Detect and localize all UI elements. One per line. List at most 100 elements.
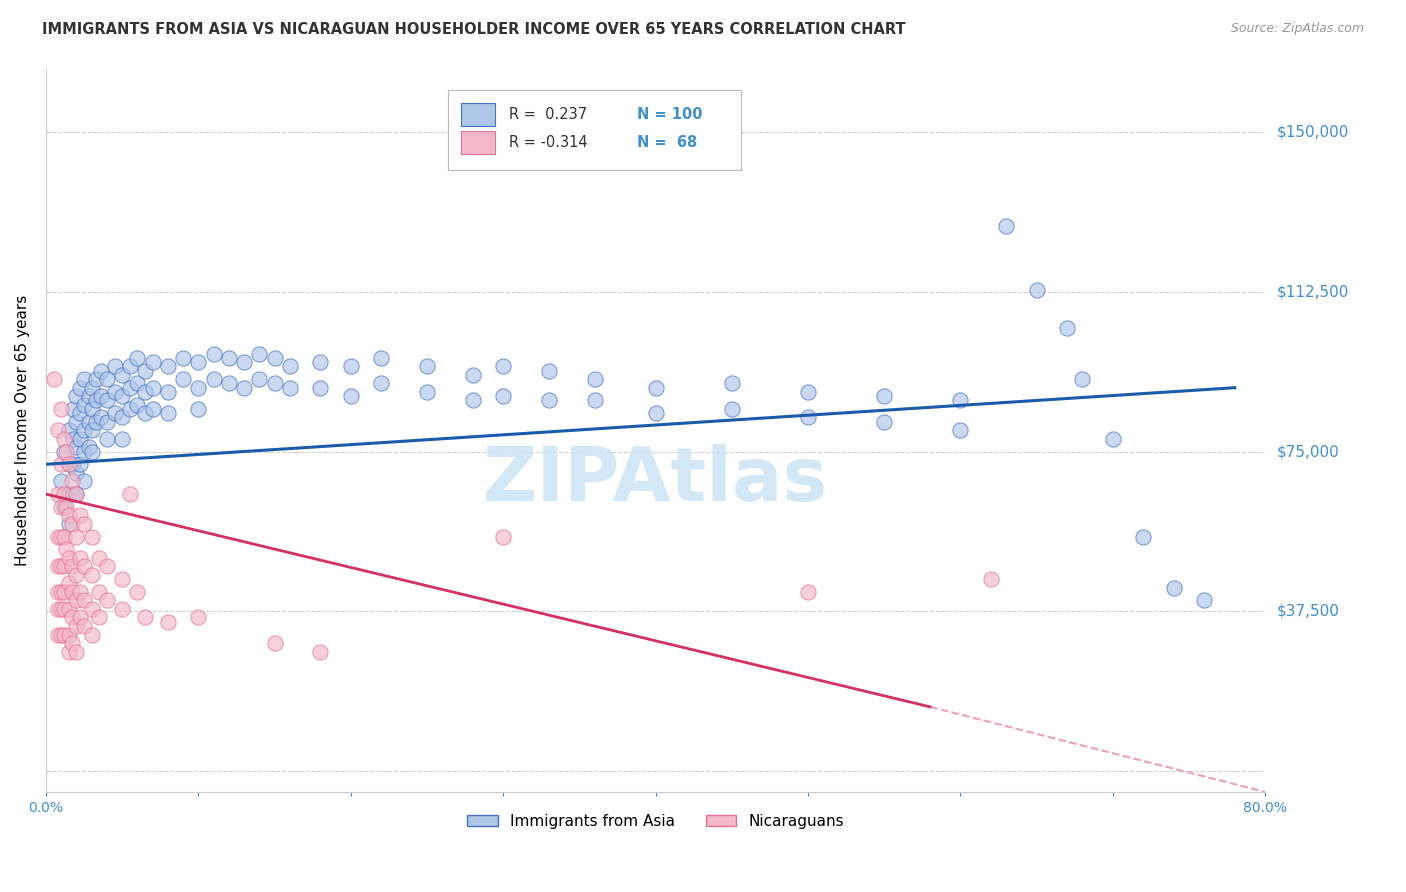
Point (127, 351, 149, 365)
Point (80, 627, 103, 641)
Point (370, 376, 392, 391)
Point (46, 627, 69, 641)
Point (73, 516, 96, 531)
Point (103, 384, 125, 399)
Point (80, 423, 103, 437)
Text: $112,500: $112,500 (1277, 285, 1348, 300)
Point (118, 401, 141, 416)
Point (873, 389, 896, 403)
Point (65, 415, 87, 429)
Point (84, 393, 107, 408)
Point (80, 568, 103, 582)
Point (53, 530, 76, 544)
Point (537, 364, 560, 378)
Point (980, 572, 1002, 586)
Point (51, 530, 73, 544)
Point (46, 602, 69, 616)
Point (202, 372, 225, 386)
Point (187, 355, 209, 369)
Point (51, 602, 73, 616)
Point (172, 351, 194, 365)
Point (84, 415, 107, 429)
Point (263, 636, 285, 650)
Point (1071, 372, 1094, 386)
Point (69, 610, 91, 624)
Point (370, 351, 392, 365)
Text: N = 100: N = 100 (637, 107, 703, 121)
Text: ZIPAtlas: ZIPAtlas (484, 444, 828, 517)
Point (73, 593, 96, 607)
Text: Source: ZipAtlas.com: Source: ZipAtlas.com (1230, 22, 1364, 36)
Point (55, 444, 77, 458)
Point (65, 487, 87, 501)
Point (60, 610, 83, 624)
Point (1194, 593, 1216, 607)
Point (65, 568, 87, 582)
Point (111, 432, 134, 446)
Point (51, 585, 73, 599)
Point (51, 627, 73, 641)
Point (58, 602, 80, 616)
Point (65, 389, 87, 403)
Point (96, 372, 118, 386)
Point (103, 359, 125, 374)
Point (233, 355, 256, 369)
Point (80, 401, 103, 416)
Bar (461, 131, 495, 154)
Point (80, 530, 103, 544)
Point (949, 423, 972, 437)
Point (69, 406, 91, 420)
Point (111, 368, 134, 382)
Point (77, 415, 100, 429)
Point (461, 368, 484, 382)
Point (96, 432, 118, 446)
Point (69, 550, 91, 565)
Point (58, 644, 80, 658)
Point (461, 393, 484, 408)
FancyBboxPatch shape (449, 90, 741, 169)
Point (263, 351, 285, 365)
Point (118, 359, 141, 374)
Point (84, 372, 107, 386)
Point (60, 559, 83, 574)
Point (73, 619, 96, 633)
Point (583, 393, 606, 408)
Point (127, 585, 149, 599)
Point (89, 610, 111, 624)
Point (69, 457, 91, 471)
Point (103, 406, 125, 420)
Point (53, 432, 76, 446)
Point (247, 346, 270, 360)
Point (111, 572, 134, 586)
Point (96, 593, 118, 607)
Point (53, 585, 76, 599)
Point (60, 475, 83, 489)
Point (111, 602, 134, 616)
Point (134, 384, 156, 399)
Point (537, 393, 560, 408)
Point (73, 559, 96, 574)
Point (583, 372, 606, 386)
Point (1102, 432, 1125, 446)
Point (53, 487, 76, 501)
Point (492, 359, 515, 374)
Point (73, 475, 96, 489)
Point (65, 440, 87, 454)
Point (80, 444, 103, 458)
Point (65, 530, 87, 544)
Point (89, 585, 111, 599)
Text: $150,000: $150,000 (1277, 125, 1348, 140)
Point (65, 487, 87, 501)
Point (218, 351, 240, 365)
Point (60, 585, 83, 599)
Point (873, 415, 896, 429)
Point (187, 381, 209, 395)
Point (340, 389, 363, 403)
Point (340, 359, 363, 374)
Point (797, 384, 820, 399)
Point (58, 457, 80, 471)
Point (53, 559, 76, 574)
Point (80, 381, 103, 395)
Point (233, 381, 256, 395)
Point (721, 376, 744, 391)
